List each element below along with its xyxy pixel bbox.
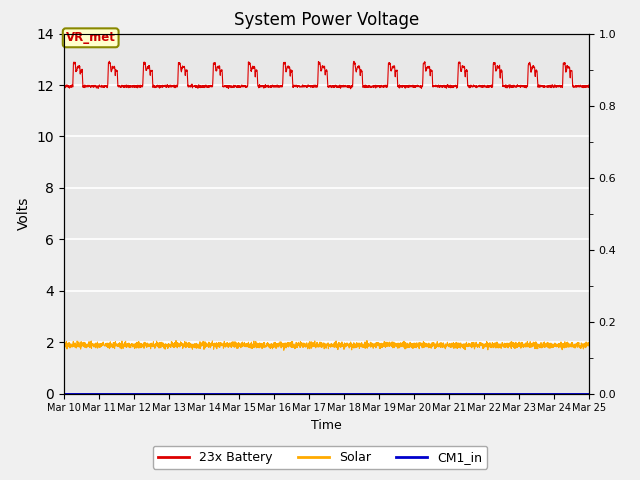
CM1_in bbox=[261, 391, 269, 396]
X-axis label: Time: Time bbox=[311, 419, 342, 432]
23x Battery bbox=[575, 84, 582, 90]
Solar bbox=[518, 342, 526, 348]
23x Battery bbox=[106, 59, 113, 64]
Solar bbox=[151, 344, 159, 349]
CM1_in bbox=[575, 391, 582, 396]
CM1_in bbox=[518, 391, 526, 396]
Text: VR_met: VR_met bbox=[66, 31, 116, 44]
Y-axis label: Volts: Volts bbox=[17, 197, 31, 230]
23x Battery bbox=[262, 82, 269, 87]
CM1_in bbox=[60, 391, 68, 396]
23x Battery bbox=[284, 64, 292, 70]
Solar bbox=[60, 343, 68, 349]
23x Battery bbox=[347, 86, 355, 92]
CM1_in bbox=[284, 391, 292, 396]
23x Battery bbox=[585, 84, 593, 90]
Solar bbox=[262, 343, 269, 349]
Solar bbox=[120, 343, 128, 348]
23x Battery bbox=[120, 84, 128, 89]
Solar bbox=[172, 337, 180, 343]
Solar bbox=[285, 340, 292, 346]
Solar bbox=[585, 342, 593, 348]
Line: 23x Battery: 23x Battery bbox=[64, 61, 589, 89]
23x Battery bbox=[151, 84, 159, 90]
Title: System Power Voltage: System Power Voltage bbox=[234, 11, 419, 29]
CM1_in bbox=[120, 391, 128, 396]
23x Battery bbox=[60, 84, 68, 90]
Legend: 23x Battery, Solar, CM1_in: 23x Battery, Solar, CM1_in bbox=[153, 446, 487, 469]
Solar bbox=[575, 340, 582, 346]
Line: Solar: Solar bbox=[64, 340, 589, 350]
CM1_in bbox=[151, 391, 159, 396]
Solar bbox=[280, 348, 287, 353]
CM1_in bbox=[585, 391, 593, 396]
23x Battery bbox=[518, 83, 526, 89]
